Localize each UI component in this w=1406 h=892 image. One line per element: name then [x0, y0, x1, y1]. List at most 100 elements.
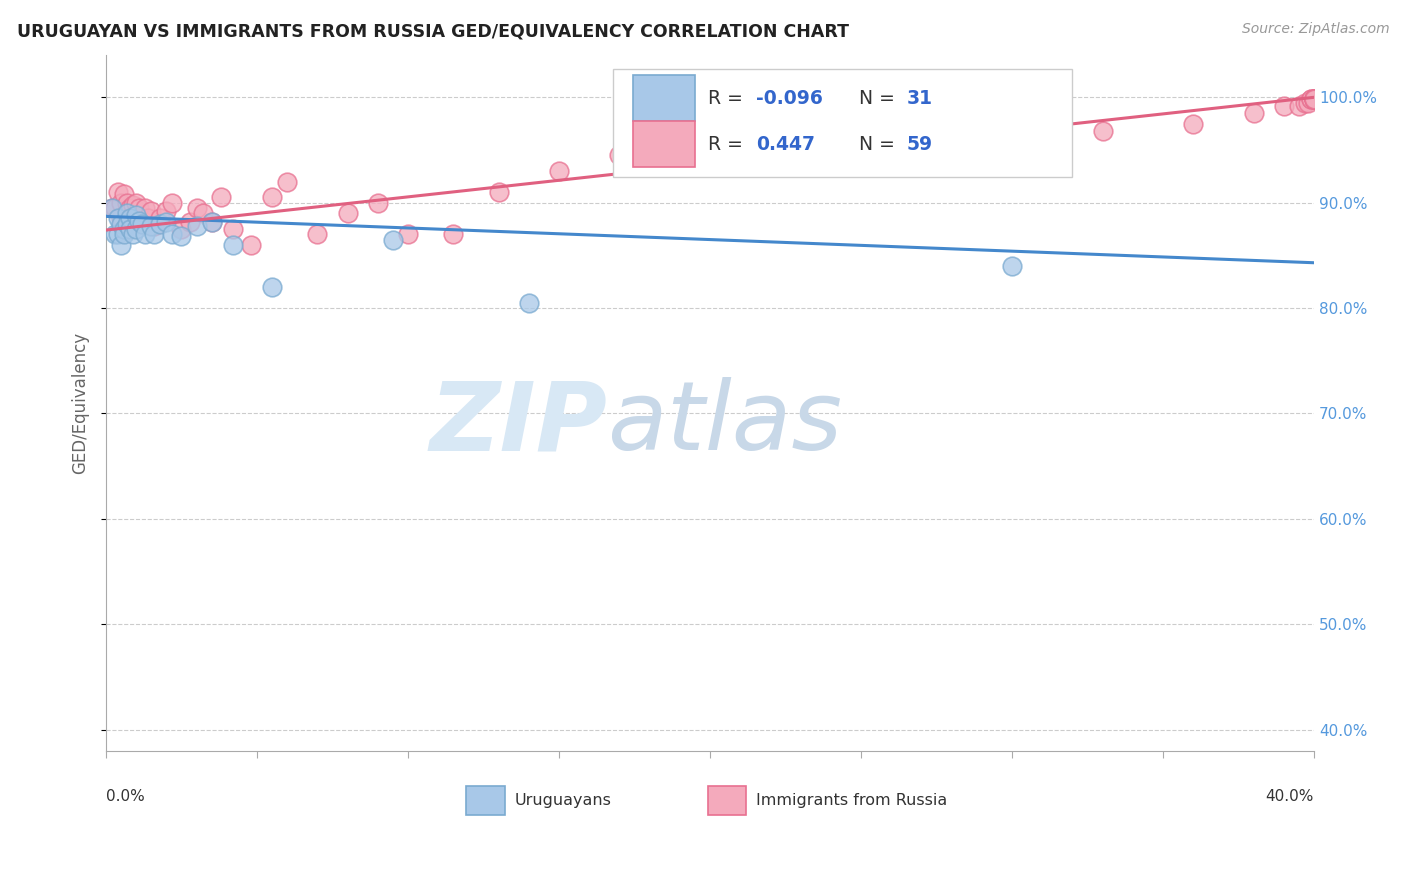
Point — [112, 227, 135, 242]
Point — [120, 211, 142, 226]
Point — [112, 222, 135, 236]
Point — [107, 185, 129, 199]
FancyBboxPatch shape — [465, 786, 505, 815]
Point — [1303, 92, 1326, 106]
Point — [155, 204, 177, 219]
Point — [336, 206, 359, 220]
Point — [149, 217, 172, 231]
Point — [260, 280, 283, 294]
FancyBboxPatch shape — [613, 69, 1073, 177]
Text: 0.447: 0.447 — [756, 135, 815, 153]
Point — [381, 233, 404, 247]
Text: URUGUAYAN VS IMMIGRANTS FROM RUSSIA GED/EQUIVALENCY CORRELATION CHART: URUGUAYAN VS IMMIGRANTS FROM RUSSIA GED/… — [17, 22, 849, 40]
Point — [1303, 92, 1326, 106]
Point — [1299, 92, 1322, 106]
Point — [122, 198, 145, 212]
Point — [260, 190, 283, 204]
Point — [186, 201, 208, 215]
Point — [239, 237, 262, 252]
Point — [186, 219, 208, 233]
Point — [141, 219, 163, 233]
Text: 31: 31 — [907, 89, 934, 108]
Point — [1294, 95, 1316, 110]
Point — [128, 201, 150, 215]
Point — [1303, 92, 1326, 106]
Point — [367, 195, 389, 210]
Point — [1243, 106, 1265, 120]
Point — [125, 195, 148, 210]
Point — [155, 214, 177, 228]
FancyBboxPatch shape — [633, 75, 696, 121]
Text: 0.0%: 0.0% — [105, 789, 145, 804]
Point — [110, 195, 132, 210]
Point — [517, 295, 540, 310]
Point — [191, 206, 214, 220]
Point — [222, 237, 245, 252]
Point — [162, 227, 184, 242]
Point — [115, 204, 138, 219]
Point — [1303, 92, 1326, 106]
Point — [209, 190, 232, 204]
Point — [609, 148, 631, 162]
Point — [668, 148, 690, 162]
Point — [488, 185, 510, 199]
Point — [125, 208, 148, 222]
Text: Uruguayans: Uruguayans — [515, 793, 612, 808]
Text: Source: ZipAtlas.com: Source: ZipAtlas.com — [1241, 22, 1389, 37]
Point — [101, 201, 124, 215]
Point — [396, 227, 419, 242]
Point — [1001, 259, 1024, 273]
Point — [112, 187, 135, 202]
Point — [110, 217, 132, 231]
FancyBboxPatch shape — [707, 786, 747, 815]
Point — [120, 201, 142, 215]
Point — [201, 214, 224, 228]
Point — [1182, 117, 1205, 131]
Point — [115, 217, 138, 231]
Point — [131, 217, 153, 231]
Point — [162, 195, 184, 210]
Text: 59: 59 — [907, 135, 934, 153]
Point — [115, 206, 138, 220]
Point — [276, 175, 298, 189]
Point — [1299, 92, 1322, 106]
Point — [141, 204, 163, 219]
Point — [125, 222, 148, 236]
Point — [910, 127, 932, 141]
Point — [201, 214, 224, 228]
Point — [1288, 99, 1310, 113]
Text: ZIP: ZIP — [429, 377, 607, 470]
Point — [104, 201, 127, 215]
Point — [110, 211, 132, 226]
Point — [120, 222, 142, 236]
Text: N =: N = — [859, 89, 894, 108]
Point — [134, 201, 156, 215]
Point — [120, 217, 142, 231]
Point — [441, 227, 464, 242]
Point — [820, 127, 842, 141]
Y-axis label: GED/Equivalency: GED/Equivalency — [72, 332, 89, 474]
Text: Immigrants from Russia: Immigrants from Russia — [756, 793, 948, 808]
Point — [179, 214, 201, 228]
Point — [170, 222, 193, 236]
Point — [1272, 99, 1295, 113]
Point — [104, 227, 127, 242]
Point — [1001, 127, 1024, 141]
Text: -0.096: -0.096 — [756, 89, 823, 108]
Point — [143, 227, 166, 242]
Point — [110, 237, 132, 252]
Point — [1296, 95, 1319, 110]
Point — [170, 229, 193, 244]
FancyBboxPatch shape — [633, 121, 696, 167]
Point — [115, 195, 138, 210]
Point — [101, 201, 124, 215]
Text: R =: R = — [707, 89, 742, 108]
Point — [149, 211, 172, 226]
Point — [131, 217, 153, 231]
Text: R =: R = — [707, 135, 742, 153]
Point — [143, 219, 166, 233]
Point — [136, 211, 159, 226]
Point — [728, 132, 751, 146]
Point — [1091, 124, 1114, 138]
Point — [134, 227, 156, 242]
